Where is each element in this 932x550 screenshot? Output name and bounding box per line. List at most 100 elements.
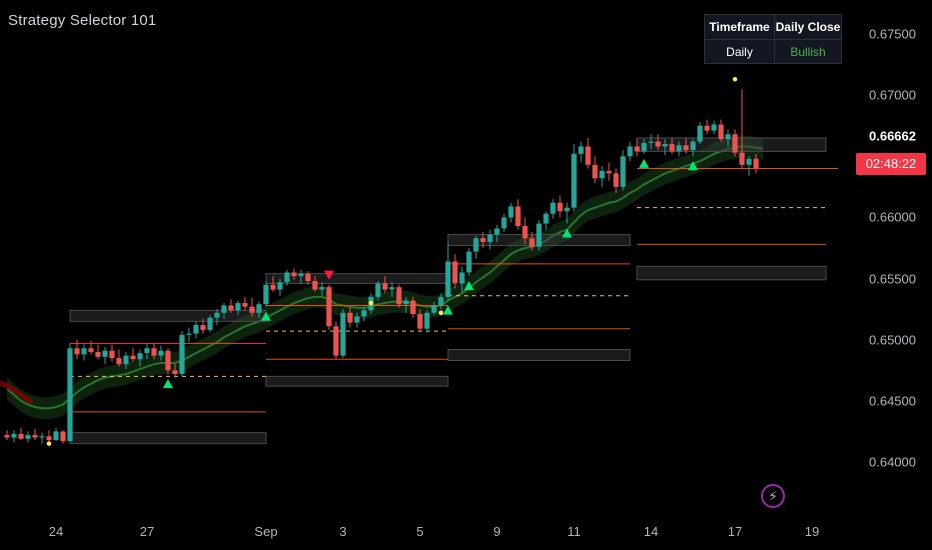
date-label: 24 — [48, 524, 64, 539]
candle-body — [438, 296, 444, 306]
candle-body — [361, 310, 367, 317]
price-label: 0.64000 — [869, 454, 916, 470]
candle-body — [536, 223, 542, 247]
countdown-badge: 02:48:22 — [856, 153, 926, 175]
price-label: 0.65000 — [869, 332, 916, 348]
candle-body — [585, 146, 591, 165]
candle-body — [704, 125, 710, 131]
candle-body — [466, 251, 472, 273]
candle-body — [214, 312, 220, 318]
candle-body — [480, 238, 486, 242]
candle-body — [753, 158, 759, 169]
candle-body — [655, 141, 661, 147]
candle-body — [277, 282, 283, 290]
lightning-bolt-icon[interactable]: ⚡ — [761, 484, 785, 508]
candle-body — [249, 306, 255, 313]
candle-body — [11, 433, 17, 438]
candle-body — [4, 435, 10, 438]
candle-body — [179, 334, 185, 374]
candle-body — [158, 350, 164, 356]
candle-body — [32, 435, 38, 438]
zone-box — [69, 432, 267, 445]
candle-body — [172, 370, 178, 374]
zone-box — [69, 309, 267, 322]
candle-body — [494, 228, 500, 235]
candle-body — [235, 303, 241, 311]
candle-body — [375, 283, 381, 297]
candle-body — [354, 316, 360, 323]
price-label: 0.66000 — [869, 209, 916, 225]
candle-body — [389, 287, 395, 290]
candle-body — [676, 145, 682, 152]
indicator-title[interactable]: Strategy Selector 101 — [8, 12, 157, 29]
candle-body — [109, 350, 115, 359]
zone-box — [447, 348, 631, 362]
candle-body — [144, 348, 150, 354]
candle-body — [151, 348, 157, 356]
candle-body — [60, 431, 66, 442]
candle-body — [207, 317, 213, 330]
candle-body — [221, 305, 227, 313]
bull-ribbon-line — [6, 145, 764, 410]
candle-body — [641, 142, 647, 152]
candle-body — [228, 305, 234, 311]
candle-body — [487, 234, 493, 242]
price-label: 0.67500 — [869, 26, 916, 42]
candle-body — [683, 145, 689, 151]
candle-body — [508, 206, 514, 218]
candle-body — [732, 134, 738, 153]
candle-body — [333, 326, 339, 356]
candle-body — [242, 303, 248, 307]
candle-body — [599, 170, 605, 179]
candle-body — [501, 217, 507, 229]
buy-signal-icon — [562, 228, 572, 238]
candle-body — [382, 283, 388, 290]
date-label: 27 — [139, 524, 155, 539]
candle-body — [606, 170, 612, 174]
candle-body — [18, 433, 24, 439]
candle-body — [123, 355, 129, 365]
price-label: 0.66662 — [869, 128, 916, 144]
candle-body — [410, 300, 416, 315]
candle-body — [298, 273, 304, 277]
candle-body — [634, 146, 640, 152]
timeframe-value: Daily — [705, 40, 775, 64]
candle-body — [543, 213, 549, 224]
candle-body — [550, 202, 556, 214]
candle-body — [53, 431, 59, 440]
date-label: 11 — [567, 524, 581, 539]
candle-body — [67, 348, 73, 442]
candle-body — [452, 261, 458, 284]
candle-body — [578, 146, 584, 154]
candle-body — [74, 348, 80, 355]
buy-signal-icon — [163, 378, 173, 388]
candle-body — [445, 261, 451, 297]
candle-body — [613, 173, 619, 187]
candle-body — [459, 272, 465, 284]
candle-body — [396, 287, 402, 305]
candle-body — [347, 312, 353, 323]
candle-body — [739, 152, 745, 165]
candle-body — [564, 207, 570, 212]
candle-body — [270, 284, 276, 290]
candle-body — [522, 225, 528, 239]
candle-body — [725, 134, 731, 140]
candle-body — [39, 436, 45, 438]
levels — [70, 168, 826, 413]
candles — [4, 89, 759, 444]
candle-body — [473, 238, 479, 252]
date-label: 5 — [416, 524, 424, 539]
candle-body — [137, 353, 143, 360]
candle-body — [648, 141, 654, 143]
candle-body — [88, 348, 94, 352]
buy-signal-icon — [639, 158, 649, 168]
candle-body — [116, 358, 122, 365]
sell-signal-icon — [324, 270, 334, 280]
candle-body — [424, 312, 430, 329]
candle-body — [186, 333, 192, 335]
candle-body — [571, 153, 577, 208]
zone-box — [636, 265, 827, 281]
signal-dot — [368, 300, 374, 306]
